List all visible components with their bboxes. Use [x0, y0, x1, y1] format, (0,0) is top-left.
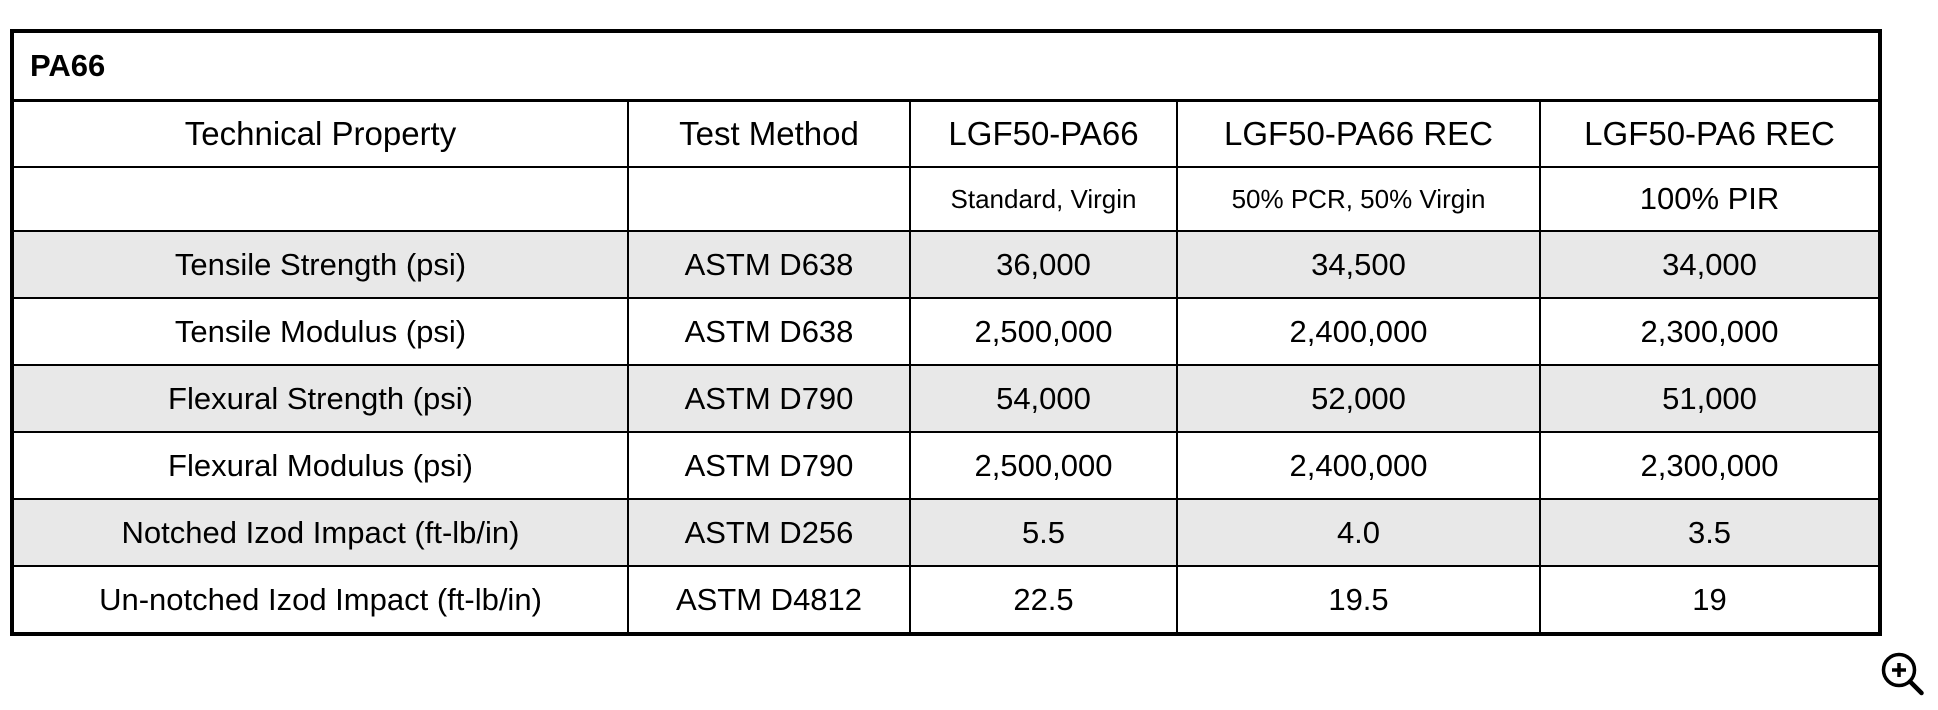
value-cell: 5.5	[909, 498, 1178, 567]
subheader-pir: 100% PIR	[1538, 166, 1882, 232]
value-cell: 19	[1538, 565, 1882, 635]
property-cell: Flexural Strength (psi)	[11, 364, 629, 433]
test-method-cell: ASTM D638	[627, 230, 911, 299]
table-row: Tensile Strength (psi) ASTM D638 36,000 …	[11, 230, 1882, 299]
value-cell: 2,400,000	[1176, 297, 1541, 366]
value-cell: 54,000	[909, 364, 1178, 433]
col-header-lgf50-pa6-rec: LGF50-PA6 REC	[1538, 99, 1882, 168]
table-row: Tensile Modulus (psi) ASTM D638 2,500,00…	[11, 297, 1882, 366]
subheader-empty-cell	[11, 166, 629, 232]
value-cell: 2,300,000	[1538, 297, 1882, 366]
property-cell: Tensile Modulus (psi)	[11, 297, 629, 366]
value-cell: 34,000	[1538, 230, 1882, 299]
table-row: Un-notched Izod Impact (ft-lb/in) ASTM D…	[11, 565, 1882, 635]
subheader-pcr-virgin: 50% PCR, 50% Virgin	[1176, 166, 1541, 232]
col-header-technical-property: Technical Property	[11, 99, 629, 168]
value-cell: 2,500,000	[909, 297, 1178, 366]
test-method-cell: ASTM D790	[627, 364, 911, 433]
table-subheader-row: Standard, Virgin 50% PCR, 50% Virgin 100…	[11, 166, 1882, 232]
value-cell: 34,500	[1176, 230, 1541, 299]
value-cell: 36,000	[909, 230, 1178, 299]
property-cell: Tensile Strength (psi)	[11, 230, 629, 299]
property-cell: Un-notched Izod Impact (ft-lb/in)	[11, 565, 629, 635]
col-header-lgf50-pa66-rec: LGF50-PA66 REC	[1176, 99, 1541, 168]
test-method-cell: ASTM D4812	[627, 565, 911, 635]
table-title: PA66	[10, 30, 1882, 102]
value-cell: 4.0	[1176, 498, 1541, 567]
test-method-cell: ASTM D256	[627, 498, 911, 567]
table-row: Flexural Modulus (psi) ASTM D790 2,500,0…	[11, 431, 1882, 500]
pa66-properties-table: PA66 Technical Property Test Method LGF5…	[10, 29, 1883, 636]
magnifier-plus-glyph	[1881, 652, 1924, 696]
value-cell: 2,400,000	[1176, 431, 1541, 500]
col-header-lgf50-pa66: LGF50-PA66	[909, 99, 1178, 168]
test-method-cell: ASTM D790	[627, 431, 911, 500]
value-cell: 2,500,000	[909, 431, 1178, 500]
value-cell: 52,000	[1176, 364, 1541, 433]
value-cell: 22.5	[909, 565, 1178, 635]
table-title-row: PA66	[10, 30, 1882, 102]
value-cell: 2,300,000	[1538, 431, 1882, 500]
table-row: Flexural Strength (psi) ASTM D790 54,000…	[11, 364, 1882, 433]
col-header-test-method: Test Method	[627, 99, 911, 168]
test-method-cell: ASTM D638	[627, 297, 911, 366]
table-header-row: Technical Property Test Method LGF50-PA6…	[11, 99, 1882, 168]
property-cell: Flexural Modulus (psi)	[11, 431, 629, 500]
property-cell: Notched Izod Impact (ft-lb/in)	[11, 498, 629, 567]
zoom-in-icon[interactable]	[1879, 651, 1927, 699]
subheader-empty-cell	[627, 166, 911, 232]
value-cell: 3.5	[1538, 498, 1882, 567]
subheader-standard-virgin: Standard, Virgin	[909, 166, 1178, 232]
table-row: Notched Izod Impact (ft-lb/in) ASTM D256…	[11, 498, 1882, 567]
value-cell: 19.5	[1176, 565, 1541, 635]
value-cell: 51,000	[1538, 364, 1882, 433]
